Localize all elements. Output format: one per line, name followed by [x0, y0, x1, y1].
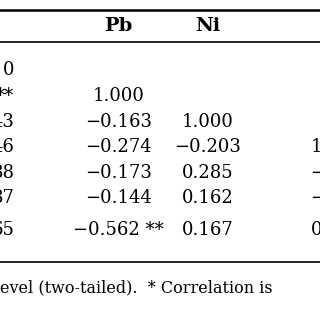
- Text: −0.173: −0.173: [85, 164, 152, 182]
- Text: 87: 87: [0, 189, 14, 207]
- Text: Ni: Ni: [196, 17, 220, 35]
- Text: −0.163: −0.163: [85, 113, 152, 131]
- Text: 0.162: 0.162: [182, 189, 234, 207]
- Text: 1.: 1.: [310, 138, 320, 156]
- Text: −0.274: −0.274: [85, 138, 152, 156]
- Text: 0: 0: [3, 61, 14, 79]
- Text: 46: 46: [0, 138, 14, 156]
- Text: −0.144: −0.144: [85, 189, 152, 207]
- Text: Pb: Pb: [104, 17, 132, 35]
- Text: −0.203: −0.203: [175, 138, 241, 156]
- Text: 65: 65: [0, 221, 14, 239]
- Text: −0: −0: [310, 189, 320, 207]
- Text: **: **: [0, 87, 14, 105]
- Text: 1.000: 1.000: [92, 87, 144, 105]
- Text: 88: 88: [0, 164, 14, 182]
- Text: 0.285: 0.285: [182, 164, 234, 182]
- Text: evel (two-tailed).  * Correlation is: evel (two-tailed). * Correlation is: [0, 279, 273, 297]
- Text: 43: 43: [0, 113, 14, 131]
- Text: −0: −0: [310, 164, 320, 182]
- Text: 0.167: 0.167: [182, 221, 234, 239]
- Text: −0.562 **: −0.562 **: [73, 221, 164, 239]
- Text: 1.000: 1.000: [182, 113, 234, 131]
- Text: 0.3: 0.3: [310, 221, 320, 239]
